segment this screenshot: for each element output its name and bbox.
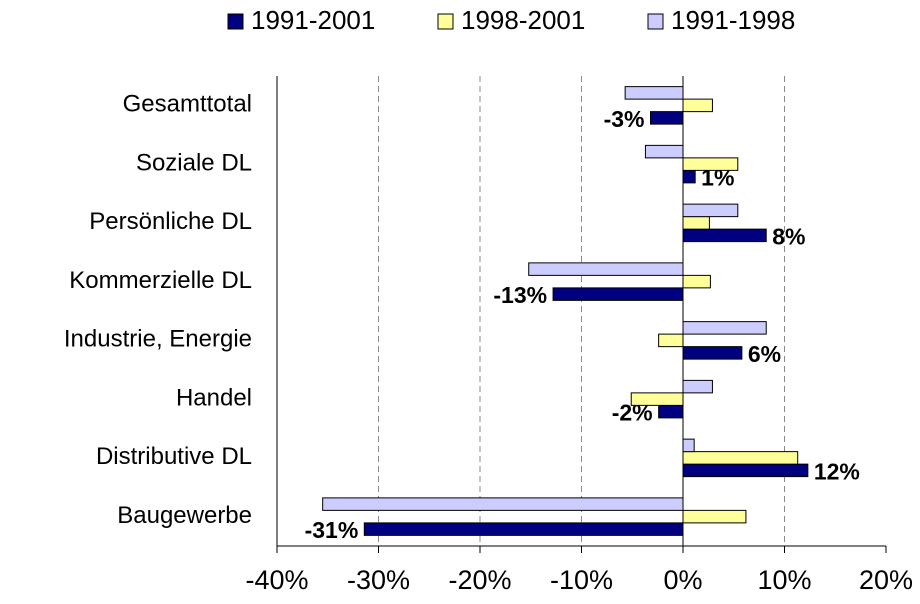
legend-label: 1998-2001 bbox=[461, 5, 585, 35]
bar bbox=[363, 522, 684, 536]
bar bbox=[644, 144, 684, 159]
legend-label: 1991-1998 bbox=[671, 5, 795, 35]
bar bbox=[630, 392, 684, 406]
bar bbox=[682, 346, 743, 360]
x-tick-label: -20% bbox=[448, 565, 511, 595]
bar bbox=[682, 169, 696, 184]
y-tick-label: Gesamttotal bbox=[123, 91, 252, 118]
legend-label: 1991-2001 bbox=[251, 5, 375, 35]
bar bbox=[624, 86, 684, 100]
bar bbox=[682, 321, 767, 335]
bar bbox=[682, 98, 713, 113]
data-label: 12% bbox=[814, 458, 860, 484]
x-tick-label: -30% bbox=[347, 565, 410, 595]
x-tick-label: 20% bbox=[859, 565, 913, 595]
data-label: -13% bbox=[493, 282, 547, 308]
bar bbox=[682, 379, 713, 394]
bar bbox=[528, 262, 684, 276]
bar bbox=[658, 333, 684, 348]
bar bbox=[682, 463, 809, 478]
y-tick-label: Persönliche DL bbox=[89, 208, 252, 235]
bar bbox=[682, 274, 711, 289]
bar bbox=[682, 509, 747, 524]
legend-swatch bbox=[647, 13, 664, 30]
y-tick-label: Handel bbox=[176, 384, 252, 411]
bar bbox=[682, 216, 710, 230]
bar bbox=[658, 404, 684, 419]
legend-swatch bbox=[227, 13, 244, 30]
bar bbox=[650, 111, 684, 125]
bar bbox=[682, 451, 799, 465]
y-tick-label: Kommerzielle DL bbox=[69, 267, 252, 294]
y-tick-label: Soziale DL bbox=[136, 149, 252, 176]
legend-swatch bbox=[437, 13, 454, 30]
bar bbox=[682, 228, 767, 243]
y-tick-label: Industrie, Energie bbox=[64, 326, 252, 353]
data-label: -3% bbox=[604, 106, 645, 132]
data-label: 8% bbox=[772, 223, 805, 249]
data-label: 6% bbox=[748, 341, 781, 367]
y-tick-label: Baugewerbe bbox=[117, 502, 252, 529]
bar bbox=[552, 287, 684, 301]
bar bbox=[682, 157, 739, 171]
bar bbox=[682, 203, 739, 218]
x-tick-label: 0% bbox=[663, 565, 702, 595]
x-tick-label: -40% bbox=[245, 565, 308, 595]
y-tick-label: Distributive DL bbox=[96, 443, 252, 470]
data-label: -31% bbox=[305, 517, 359, 543]
x-tick-label: -10% bbox=[550, 565, 613, 595]
bar bbox=[322, 497, 684, 511]
x-tick-label: 10% bbox=[757, 565, 811, 595]
bar bbox=[682, 438, 695, 453]
